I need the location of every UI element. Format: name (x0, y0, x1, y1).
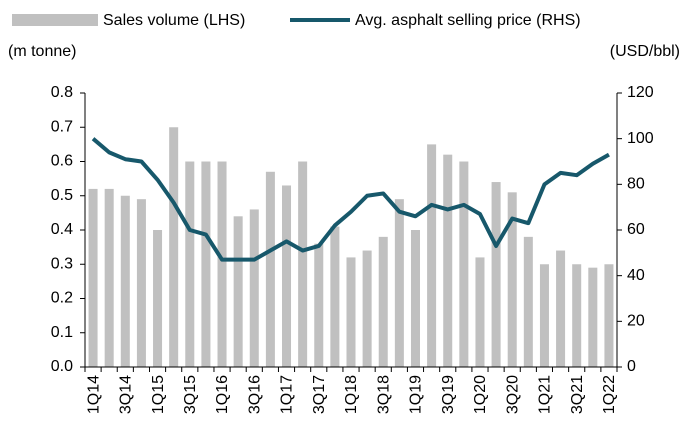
x-tick-label: 3Q18 (375, 375, 392, 414)
y2-tick-label: 100 (627, 130, 654, 147)
legend-swatch (12, 14, 98, 26)
x-tick-label: 3Q20 (504, 375, 521, 414)
y2-axis-label: (USD/bbl) (610, 43, 680, 60)
x-tick-label: 1Q20 (472, 375, 489, 414)
bar (282, 185, 292, 367)
y2-tick-label: 20 (627, 313, 645, 330)
bar (459, 161, 469, 367)
line (91, 137, 610, 262)
bar (104, 188, 114, 367)
y-axis-label: (m tonne) (8, 43, 76, 60)
x-tick-label: 1Q22 (601, 375, 618, 414)
y2-tick-label: 60 (627, 221, 645, 238)
bar (265, 171, 275, 367)
y2-tick-label: 80 (627, 176, 645, 193)
bar (136, 199, 146, 367)
x-tick-label: 1Q21 (537, 375, 554, 414)
y-tick-label: 0.6 (51, 153, 73, 170)
bar (410, 230, 420, 367)
bar (362, 250, 372, 367)
bar (507, 192, 517, 367)
bar (233, 216, 243, 367)
x-tick-label: 1Q16 (214, 375, 231, 414)
bar (169, 127, 179, 367)
bar (475, 257, 485, 367)
x-tick-label: 3Q14 (118, 375, 135, 414)
bar (443, 154, 453, 367)
x-tick-label: 1Q17 (279, 375, 296, 414)
x-tick-label: 3Q17 (311, 375, 328, 414)
bar (314, 243, 324, 367)
legend-label: Avg. asphalt selling price (RHS) (355, 12, 581, 29)
y-tick-label: 0.0 (51, 358, 73, 375)
bar (330, 226, 340, 367)
x-tick-label: 1Q15 (150, 375, 167, 414)
bar (346, 257, 356, 367)
bar (572, 264, 582, 367)
bar (88, 188, 98, 367)
bar (378, 236, 388, 367)
y2-tick-label: 0 (627, 358, 636, 375)
y-tick-label: 0.3 (51, 255, 73, 272)
y-tick-label: 0.8 (51, 84, 73, 101)
y-tick-label: 0.4 (51, 221, 73, 238)
y-tick-label: 0.5 (51, 187, 73, 204)
bar (539, 264, 549, 367)
bar (588, 267, 598, 367)
bar (201, 161, 211, 367)
y-tick-label: 0.1 (51, 324, 73, 341)
bar (298, 161, 308, 367)
x-tick-label: 1Q18 (343, 375, 360, 414)
bar (556, 250, 566, 367)
bar (394, 199, 404, 367)
bar (491, 182, 501, 367)
y2-tick-label: 40 (627, 267, 645, 284)
bar (153, 230, 163, 367)
x-tick-label: 3Q19 (440, 375, 457, 414)
y-tick-label: 0.7 (51, 118, 73, 135)
y2-tick-label: 120 (627, 84, 654, 101)
x-tick-label: 1Q14 (85, 375, 102, 414)
x-tick-label: 1Q19 (408, 375, 425, 414)
bar (185, 161, 195, 367)
x-tick-label: 3Q15 (182, 375, 199, 414)
x-tick-label: 3Q21 (569, 375, 586, 414)
legend-label: Sales volume (LHS) (103, 12, 245, 29)
bar (249, 209, 259, 367)
bar (604, 264, 614, 367)
bar (427, 144, 437, 367)
bar (217, 161, 227, 367)
bar (120, 195, 130, 367)
y-tick-label: 0.2 (51, 290, 73, 307)
x-tick-label: 3Q16 (246, 375, 263, 414)
bar (523, 236, 533, 367)
